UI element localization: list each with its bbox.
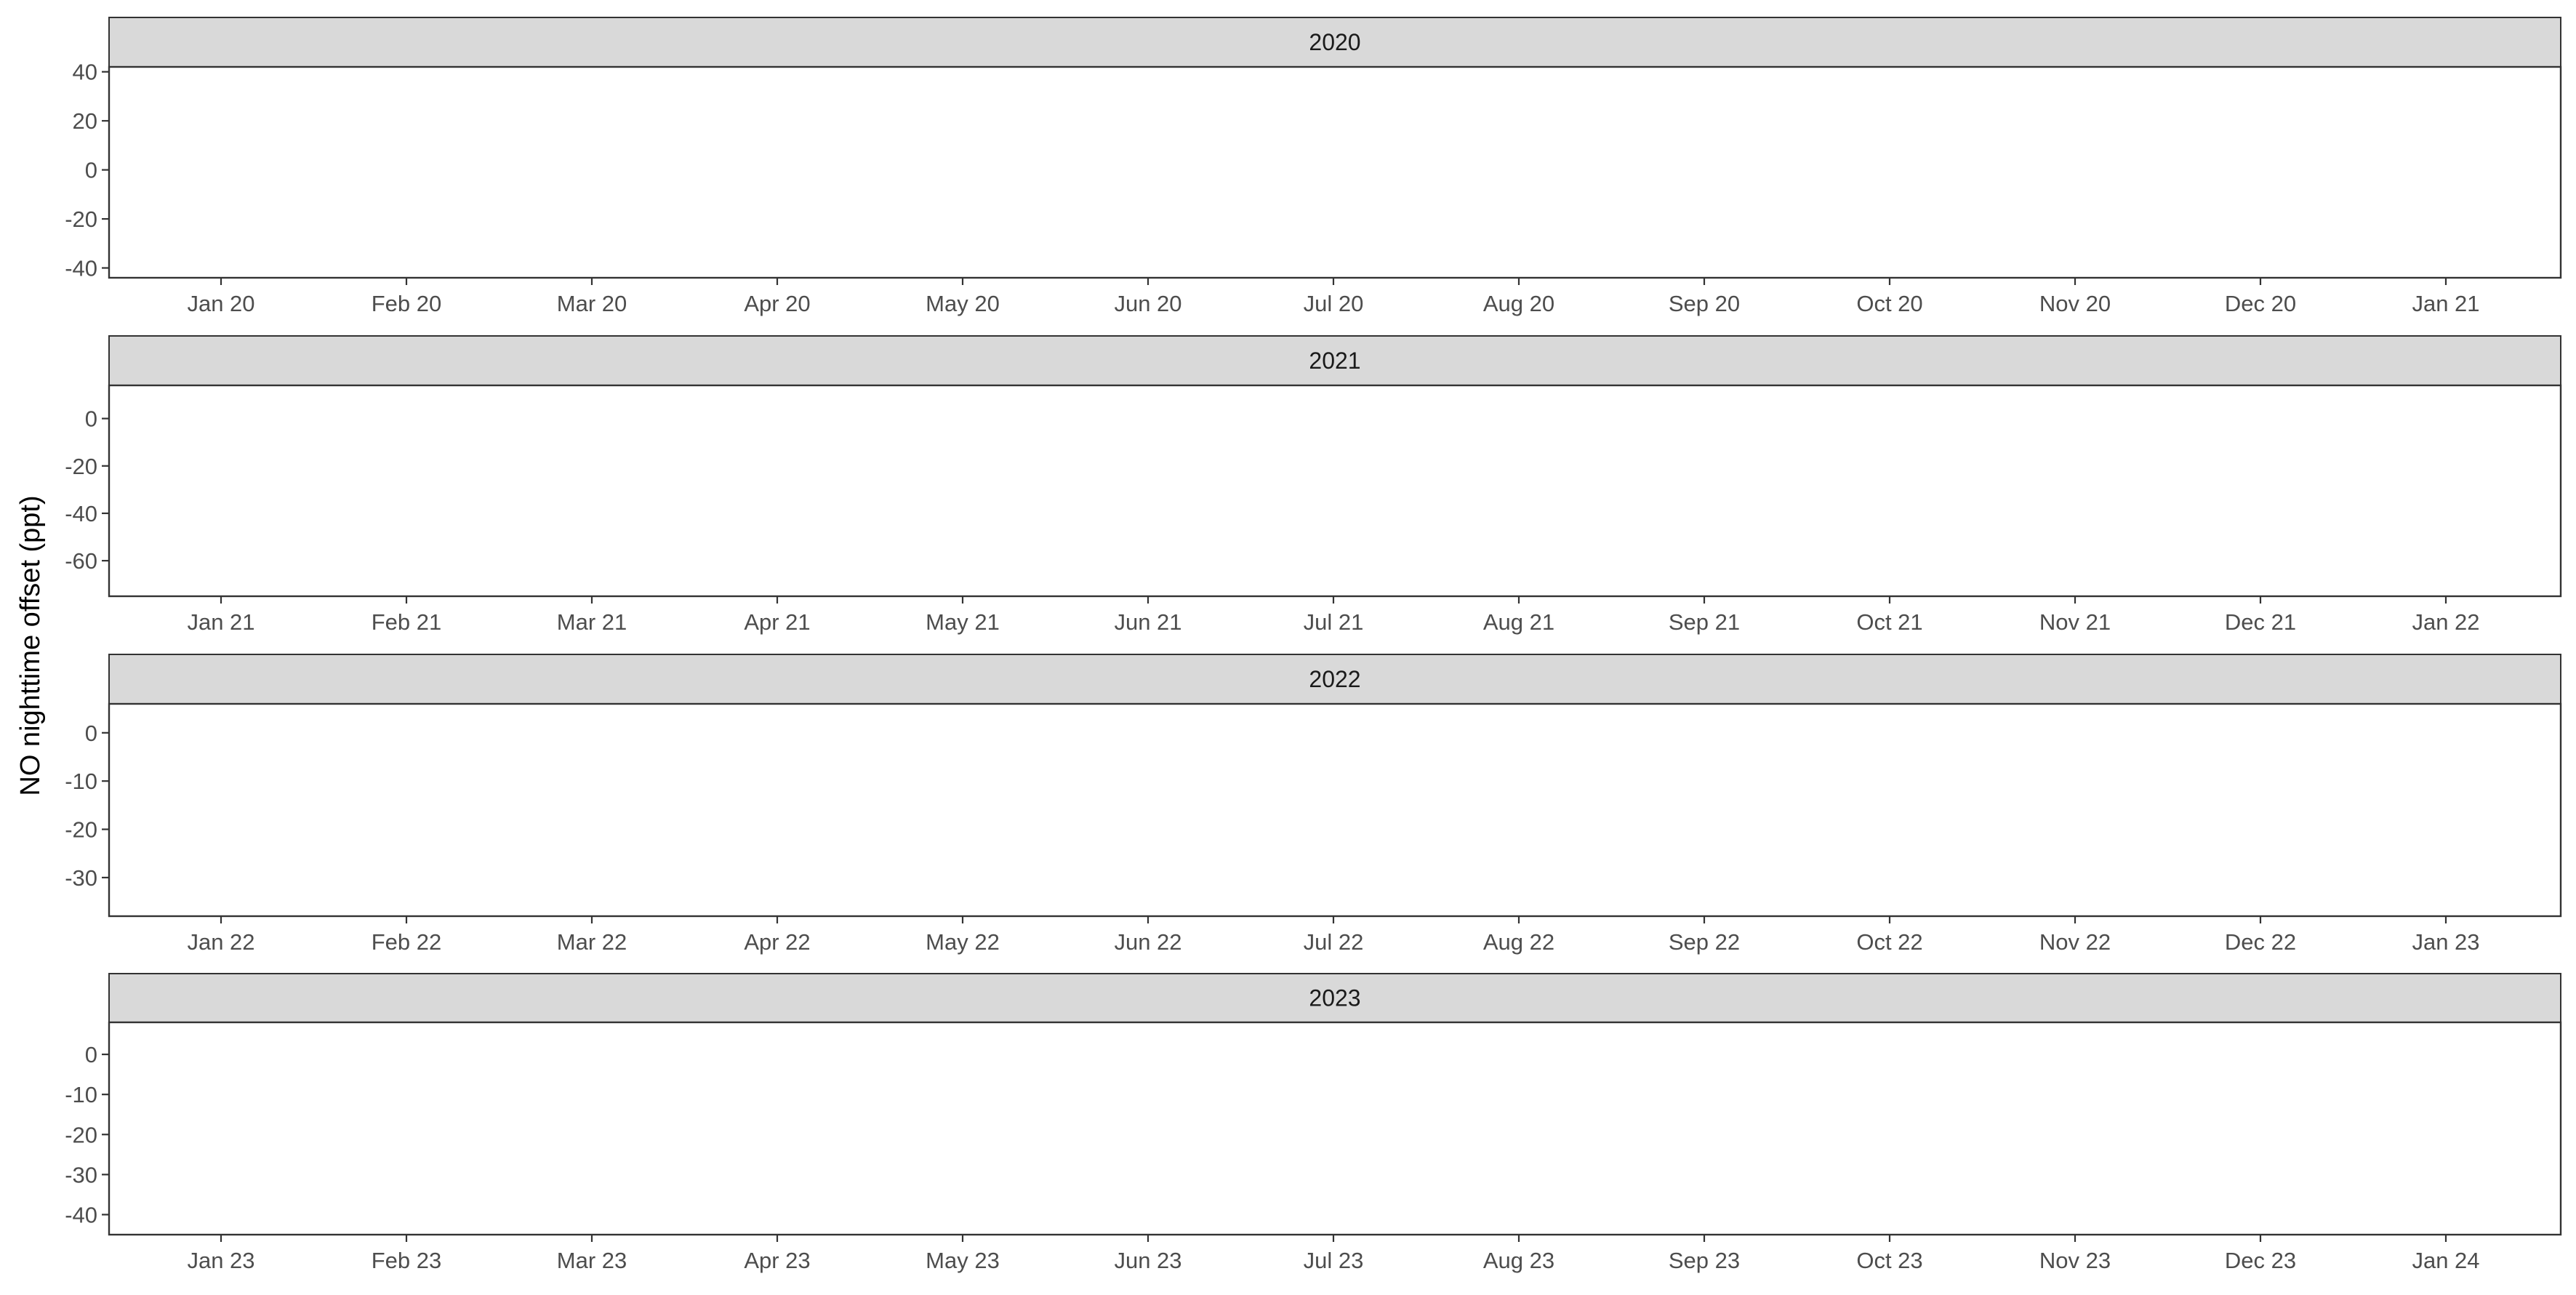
x-tick-label: Oct 22 bbox=[1856, 929, 1922, 955]
x-tick-label: Jan 21 bbox=[2412, 291, 2479, 316]
x-tick-label: Apr 22 bbox=[744, 929, 810, 955]
panel-border bbox=[108, 384, 2562, 598]
x-tick-label: Oct 23 bbox=[1856, 1248, 1922, 1273]
facet-strip bbox=[108, 654, 2561, 705]
x-tick-label: Jan 23 bbox=[2412, 929, 2479, 955]
x-tick-label: Nov 20 bbox=[2039, 291, 2111, 316]
x-tick-label: May 20 bbox=[926, 291, 1000, 316]
y-tick-label: 0 bbox=[85, 158, 97, 183]
y-tick-label: -20 bbox=[65, 817, 97, 843]
x-tick-label: Nov 23 bbox=[2039, 1248, 2111, 1273]
x-tick-label: Nov 21 bbox=[2039, 609, 2111, 635]
x-tick-label: Jun 23 bbox=[1114, 1248, 1181, 1273]
y-tick-label: 0 bbox=[85, 1042, 97, 1067]
x-tick-label: Mar 23 bbox=[557, 1248, 627, 1273]
x-tick-label: Jan 22 bbox=[187, 929, 254, 955]
panel-border bbox=[108, 1021, 2562, 1236]
facet-strip-label: 2020 bbox=[1309, 29, 1360, 55]
y-tick-label: -10 bbox=[65, 1082, 97, 1107]
y-tick-label: -20 bbox=[65, 207, 97, 232]
x-tick-label: Nov 22 bbox=[2039, 929, 2111, 955]
x-tick-label: Jul 23 bbox=[1304, 1248, 1364, 1273]
facet-panel-2022: 2022 0 -10 -20 -30 Jan 22 Feb 22 Mar 22 Apr 22 Ma… bbox=[65, 654, 2562, 955]
x-tick-label: May 21 bbox=[926, 609, 1000, 635]
x-tick-label: Aug 23 bbox=[1483, 1248, 1554, 1273]
y-tick-label: 0 bbox=[85, 406, 97, 432]
x-tick-label: Feb 22 bbox=[372, 929, 442, 955]
x-tick-label: Sep 23 bbox=[1669, 1248, 1740, 1273]
facet-strip bbox=[108, 335, 2561, 386]
x-tick-label: Dec 23 bbox=[2225, 1248, 2296, 1273]
x-tick-label: May 22 bbox=[926, 929, 1000, 955]
x-tick-label: Dec 21 bbox=[2225, 609, 2296, 635]
x-tick-label: Dec 22 bbox=[2225, 929, 2296, 955]
y-tick-label: 40 bbox=[73, 60, 97, 85]
x-tick-label: Oct 20 bbox=[1856, 291, 1922, 316]
x-tick-label: Jul 21 bbox=[1304, 609, 1364, 635]
y-tick-label: 0 bbox=[85, 721, 97, 746]
x-tick-label: Jan 23 bbox=[187, 1248, 254, 1273]
x-tick-label: Aug 22 bbox=[1483, 929, 1554, 955]
x-tick-label: Jan 21 bbox=[187, 609, 254, 635]
x-tick-label: Jun 22 bbox=[1114, 929, 1181, 955]
x-tick-label: Sep 21 bbox=[1669, 609, 1740, 635]
facet-strip bbox=[108, 17, 2561, 68]
x-tick-label: Aug 20 bbox=[1483, 291, 1554, 316]
y-tick-label: 20 bbox=[73, 108, 97, 134]
facet-strip-label: 2022 bbox=[1309, 666, 1360, 692]
facet-panel-2021: 2021 0 -20 -40 -60 Jan 21 Feb 21 Mar 21 Apr 21 Ma… bbox=[65, 335, 2562, 635]
x-tick-label: Apr 21 bbox=[744, 609, 810, 635]
x-tick-label: Jan 24 bbox=[2412, 1248, 2479, 1273]
x-tick-label: Mar 20 bbox=[557, 291, 627, 316]
panel-border bbox=[108, 702, 2562, 918]
x-tick-label: Oct 21 bbox=[1856, 609, 1922, 635]
x-tick-label: Jul 22 bbox=[1304, 929, 1364, 955]
x-tick-label: Jan 22 bbox=[2412, 609, 2479, 635]
facet-panel-2020: 2020 40 20 0 -20 -40 Jan 20 Feb 20 Mar 20 Apr 20 M… bbox=[65, 17, 2562, 316]
y-tick-label: -30 bbox=[65, 865, 97, 891]
x-tick-label: Apr 23 bbox=[744, 1248, 810, 1273]
x-tick-label: Sep 22 bbox=[1669, 929, 1740, 955]
y-tick-label: -10 bbox=[65, 769, 97, 794]
x-tick-label: May 23 bbox=[926, 1248, 1000, 1273]
facet-strip-label: 2023 bbox=[1309, 985, 1360, 1011]
x-tick-label: Feb 20 bbox=[372, 291, 442, 316]
x-tick-label: Dec 20 bbox=[2225, 291, 2296, 316]
y-tick-label: -40 bbox=[65, 256, 97, 281]
x-tick-label: Sep 20 bbox=[1669, 291, 1740, 316]
x-tick-label: Aug 21 bbox=[1483, 609, 1554, 635]
x-tick-label: Feb 21 bbox=[372, 609, 442, 635]
x-tick-label: Jan 20 bbox=[187, 291, 254, 316]
y-tick-label: -40 bbox=[65, 1202, 97, 1227]
y-tick-label: -20 bbox=[65, 454, 97, 479]
panel-border bbox=[108, 65, 2562, 279]
facet-strip bbox=[108, 973, 2561, 1023]
x-tick-label: Jun 21 bbox=[1114, 609, 1181, 635]
x-tick-label: Mar 22 bbox=[557, 929, 627, 955]
facet-panel-2023: 2023 0 -10 -20 -30 -40 Jan 23 Feb 23 Mar 23 Apr 2… bbox=[65, 973, 2562, 1273]
x-tick-label: Feb 23 bbox=[372, 1248, 442, 1273]
x-tick-label: Apr 20 bbox=[744, 291, 810, 316]
x-tick-label: Mar 21 bbox=[557, 609, 627, 635]
y-tick-label: -40 bbox=[65, 501, 97, 526]
x-tick-label: Jul 20 bbox=[1304, 291, 1364, 316]
y-tick-label: -60 bbox=[65, 548, 97, 574]
y-axis-title: NO nighttime offset (ppt) bbox=[15, 495, 46, 795]
y-tick-label: -30 bbox=[65, 1162, 97, 1187]
x-tick-label: Jun 20 bbox=[1114, 291, 1181, 316]
y-tick-label: -20 bbox=[65, 1122, 97, 1147]
facet-strip-label: 2021 bbox=[1309, 348, 1360, 374]
